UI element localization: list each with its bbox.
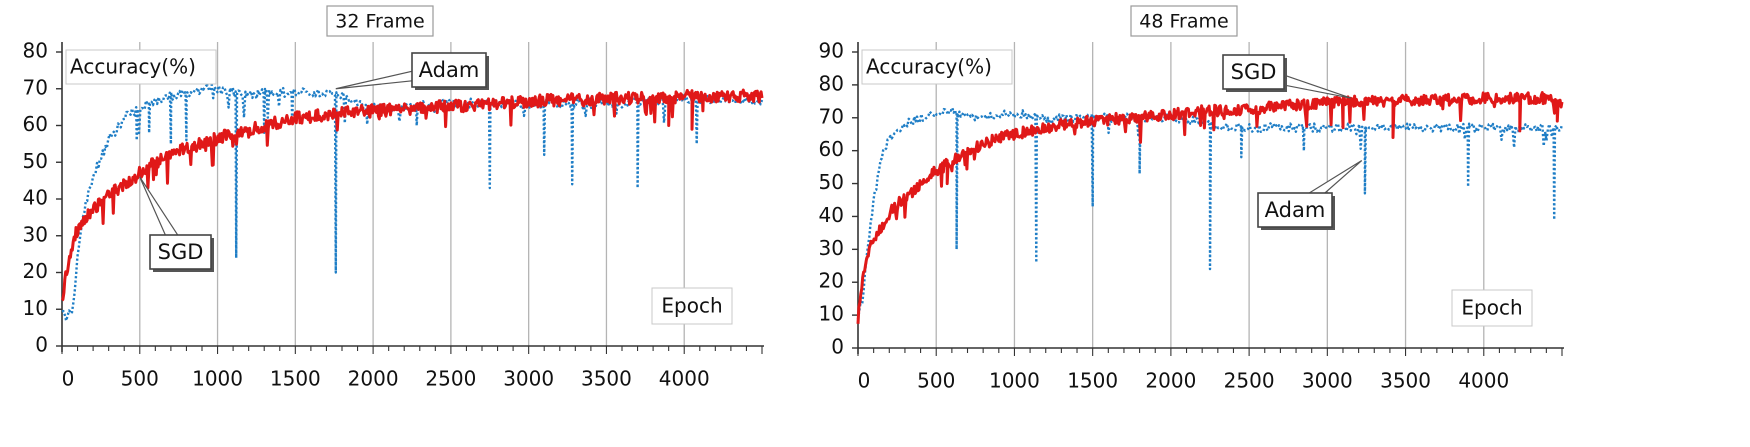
chart-2: 0 10 20 30 40 50 60 70 80 90 0 500 1000 1500 2000 2500 3… — [819, 5, 1564, 393]
series-line-adam — [61, 83, 764, 322]
annotation-adam: Adam — [335, 52, 489, 90]
annotation-label: Adam — [419, 58, 480, 82]
y-tick-label: 20 — [23, 259, 48, 283]
y-axis-label: Accuracy(%) — [861, 49, 1013, 85]
xlabel-box — [651, 287, 733, 325]
annotation-label: Adam — [1265, 198, 1326, 222]
title-text: 48 Frame — [1139, 11, 1228, 33]
y-tick-label: 10 — [819, 302, 844, 326]
title-box — [326, 5, 434, 37]
x-tick-label: 1500 — [270, 367, 321, 391]
x-tick-label: 3000 — [1302, 369, 1353, 393]
annotation-label: SGD — [1231, 60, 1277, 84]
x-tick-label: 1000 — [192, 367, 243, 391]
y-tick-label: 80 — [23, 39, 48, 63]
x-tick-label: 2500 — [425, 367, 476, 391]
y-tick-label: 60 — [819, 137, 844, 161]
ylabel-text: Accuracy(%) — [866, 55, 992, 79]
chart-title: 32 Frame — [326, 5, 434, 37]
annotation-box — [411, 52, 487, 88]
y-tick-label: 50 — [23, 149, 48, 173]
y-axis-label: Accuracy(%) — [65, 49, 217, 85]
y-tick-label: 30 — [819, 236, 844, 260]
x-tick-label: 0 — [858, 369, 871, 393]
x-tick-label: 500 — [917, 369, 955, 393]
xlabel-text: Epoch — [1461, 296, 1522, 320]
ylabel-box — [861, 49, 1013, 85]
x-tick-label: 3500 — [1380, 369, 1431, 393]
y-tick-label: 0 — [35, 333, 48, 357]
y-tick-label: 60 — [23, 112, 48, 136]
annotation-adam: Adam — [1257, 160, 1363, 230]
series-line-sgd — [60, 88, 764, 302]
x-tick-label: 1500 — [1067, 369, 1118, 393]
ylabel-text: Accuracy(%) — [70, 55, 196, 79]
y-tick-label: 70 — [23, 75, 48, 99]
x-tick-label: 4000 — [659, 367, 710, 391]
annotation-box — [149, 234, 212, 270]
chart-title: 48 Frame — [1130, 5, 1238, 37]
series-line-sgd — [856, 91, 1564, 324]
y-tick-label: 30 — [23, 222, 48, 246]
x-axis-label: Epoch — [651, 287, 733, 325]
x-tick-label: 2000 — [348, 367, 399, 391]
y-tick-label: 40 — [819, 203, 844, 227]
x-axis-label: Epoch — [1451, 289, 1533, 327]
y-tick-label: 80 — [819, 71, 844, 95]
y-tick-label: 10 — [23, 296, 48, 320]
x-tick-label: 4000 — [1458, 369, 1509, 393]
y-tick-label: 20 — [819, 269, 844, 293]
x-tick-label: 500 — [121, 367, 159, 391]
title-box — [1130, 5, 1238, 37]
ylabel-box — [65, 49, 217, 85]
annotation-box — [1222, 54, 1285, 90]
y-tick-label: 50 — [819, 170, 844, 194]
annotation-sgd: SGD — [139, 176, 214, 272]
chart-1: 0 10 20 30 40 50 60 70 80 0 500 1000 1500 2000 2500 300… — [23, 5, 764, 391]
y-tick-label: 70 — [819, 104, 844, 128]
x-tick-label: 3000 — [503, 367, 554, 391]
annotation-sgd: SGD — [1222, 54, 1351, 99]
title-text: 32 Frame — [335, 11, 424, 33]
y-tick-label: 90 — [819, 39, 844, 63]
annotation-box — [1257, 192, 1333, 228]
x-tick-label: 3500 — [581, 367, 632, 391]
annotation-label: SGD — [158, 240, 204, 264]
x-tick-label: 2000 — [1145, 369, 1196, 393]
xlabel-box — [1451, 289, 1533, 327]
y-tick-label: 0 — [831, 335, 844, 359]
x-tick-label: 1000 — [989, 369, 1040, 393]
x-tick-label: 0 — [62, 367, 75, 391]
xlabel-text: Epoch — [661, 294, 722, 318]
series-line-adam — [856, 106, 1564, 320]
y-tick-label: 40 — [23, 186, 48, 210]
x-tick-label: 2500 — [1224, 369, 1275, 393]
